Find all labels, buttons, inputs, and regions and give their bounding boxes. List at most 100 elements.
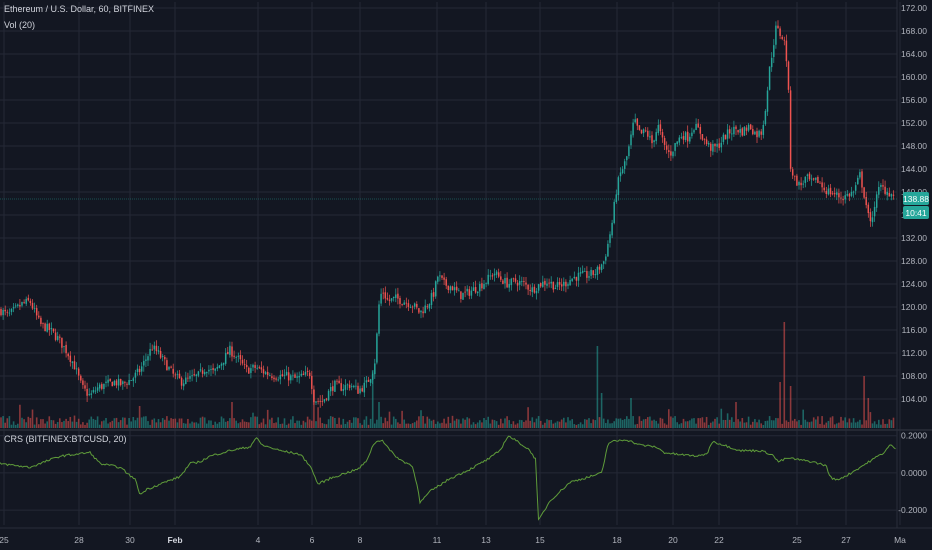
candle-body bbox=[147, 356, 149, 361]
candle-body bbox=[531, 287, 534, 292]
price-tick-label: 104.00 bbox=[901, 394, 927, 404]
volume-bar bbox=[208, 420, 210, 428]
candle-body bbox=[369, 379, 372, 383]
volume-bar bbox=[273, 423, 275, 428]
volume-bar bbox=[252, 412, 254, 428]
candle-body bbox=[781, 36, 783, 39]
candle-body bbox=[707, 143, 710, 145]
volume-bar bbox=[810, 421, 813, 428]
volume-bar bbox=[626, 416, 628, 428]
volume-bar bbox=[867, 398, 870, 428]
crs-indicator[interactable] bbox=[0, 435, 896, 521]
candle-body bbox=[833, 193, 836, 195]
candle-body bbox=[180, 377, 183, 386]
candle-body bbox=[185, 377, 187, 385]
candle-body bbox=[363, 382, 366, 393]
candle-body bbox=[416, 303, 418, 308]
candle-body bbox=[48, 323, 51, 330]
volume-bar bbox=[527, 407, 529, 428]
candle-body bbox=[731, 133, 733, 135]
candle-body bbox=[311, 375, 313, 389]
candle-body bbox=[203, 372, 206, 375]
volume-bar bbox=[521, 420, 523, 428]
candle-body bbox=[44, 323, 46, 332]
candle-body bbox=[548, 282, 550, 284]
candle-body bbox=[783, 39, 786, 41]
candle-body bbox=[269, 375, 271, 377]
candle-body bbox=[174, 374, 177, 376]
volume-bar bbox=[497, 424, 500, 428]
volume-bar bbox=[77, 418, 80, 428]
volume-bar bbox=[869, 412, 872, 428]
candle-body bbox=[17, 304, 19, 306]
candle-body bbox=[220, 363, 223, 366]
candle-body bbox=[518, 280, 521, 285]
price-tick-label: 144.00 bbox=[901, 164, 927, 174]
candle-body bbox=[640, 129, 643, 134]
candle-body bbox=[69, 355, 72, 362]
candle-body bbox=[248, 367, 250, 374]
volume-bar bbox=[52, 420, 55, 428]
candle-body bbox=[432, 292, 435, 297]
candle-body bbox=[260, 367, 263, 370]
volume-bar bbox=[397, 422, 399, 428]
candle-body bbox=[157, 350, 160, 352]
candle-body bbox=[409, 306, 412, 308]
volume-bar bbox=[439, 423, 441, 428]
candle-body bbox=[302, 373, 305, 376]
volume-bar bbox=[109, 422, 111, 428]
volume-bar bbox=[483, 417, 485, 428]
volume-bar bbox=[458, 419, 460, 428]
candlesticks[interactable] bbox=[0, 20, 895, 408]
candle-body bbox=[315, 401, 317, 403]
volume-bar bbox=[96, 416, 99, 428]
volume-bar bbox=[159, 422, 162, 428]
volume-bar bbox=[806, 421, 809, 428]
candle-body bbox=[670, 151, 672, 156]
candle-body bbox=[287, 372, 290, 381]
volume-bar bbox=[535, 418, 538, 428]
volume-bar bbox=[710, 422, 712, 428]
volume-bar bbox=[638, 416, 641, 428]
volume-bar bbox=[376, 419, 378, 428]
candle-body bbox=[321, 401, 324, 402]
candle-body bbox=[873, 206, 876, 217]
candle-body bbox=[836, 192, 838, 195]
candle-body bbox=[313, 389, 315, 403]
candle-body bbox=[491, 275, 494, 277]
volume-bar bbox=[367, 424, 370, 428]
volume-bar bbox=[338, 417, 340, 428]
volume-bar bbox=[550, 419, 552, 428]
candle-body bbox=[250, 368, 252, 373]
candle-body bbox=[495, 271, 498, 275]
candle-body bbox=[170, 366, 172, 368]
candle-body bbox=[472, 287, 475, 291]
volume-bar bbox=[302, 420, 305, 428]
candle-body bbox=[770, 57, 773, 68]
volume-bar bbox=[44, 423, 46, 428]
volume-bar bbox=[701, 417, 704, 428]
volume-bar bbox=[155, 422, 158, 428]
candle-body bbox=[4, 309, 6, 312]
volume-bar bbox=[836, 423, 838, 428]
price-tick-label: 108.00 bbox=[901, 371, 927, 381]
volume-bar bbox=[384, 417, 387, 428]
volume-bar bbox=[592, 419, 594, 428]
candle-body bbox=[218, 365, 221, 368]
volume-bar bbox=[560, 419, 563, 428]
volume-bar bbox=[73, 415, 76, 428]
volume-bar bbox=[718, 423, 720, 428]
candle-body bbox=[201, 370, 204, 374]
candle-body bbox=[229, 345, 231, 355]
candle-body bbox=[796, 175, 798, 186]
crs-tick-label: -0.2000 bbox=[898, 505, 927, 515]
candle-body bbox=[40, 317, 42, 324]
volume-bar bbox=[615, 418, 618, 428]
volume-bar bbox=[54, 423, 57, 428]
candle-body bbox=[575, 277, 578, 281]
candle-body bbox=[46, 323, 48, 332]
candle-body bbox=[308, 372, 311, 377]
volume-bar bbox=[491, 419, 494, 428]
candle-body bbox=[296, 376, 298, 378]
